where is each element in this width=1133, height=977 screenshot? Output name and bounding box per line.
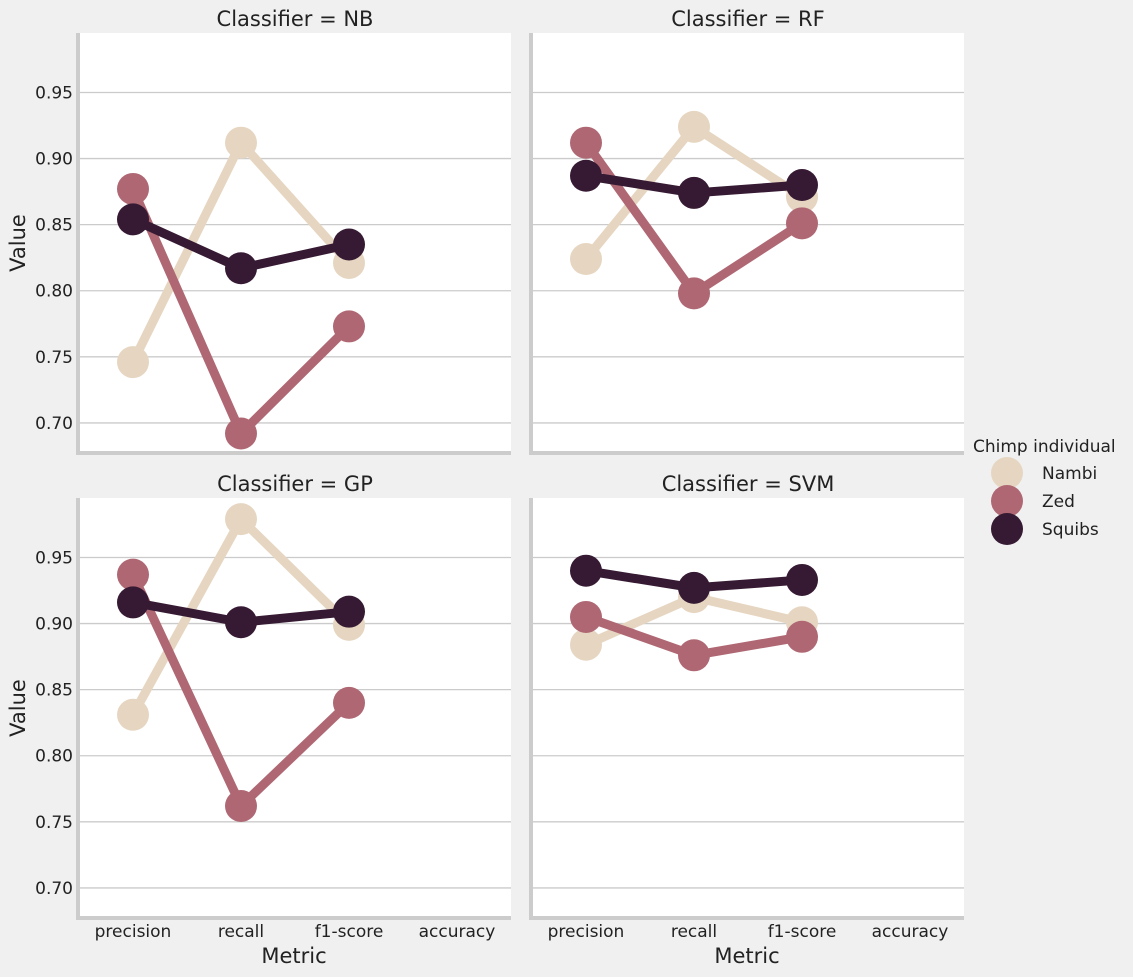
- facet-classifier-gp: 0.70 0.75 0.80 0.85 0.90 0.95 precision recall f…: [35, 472, 511, 942]
- point-nambi-precision: [570, 628, 602, 661]
- point-zed-f1-score: [333, 310, 365, 343]
- series-zed: [570, 126, 818, 310]
- point-squibs-precision: [117, 203, 149, 236]
- point-zed-precision: [570, 600, 602, 633]
- y-tick-label: 0.90: [35, 615, 73, 635]
- legend-marker-zed: [991, 485, 1023, 517]
- y-tick-label: 0.85: [35, 216, 73, 236]
- point-zed-f1-score: [333, 686, 365, 719]
- point-nambi-recall: [225, 126, 257, 159]
- point-zed-precision: [117, 558, 149, 591]
- point-nambi-precision: [117, 698, 149, 731]
- x-tick-label-recall: recall: [671, 922, 717, 942]
- series-zed: [570, 600, 818, 672]
- plot-area: [532, 498, 964, 917]
- x-axis-label-right: Metric: [714, 944, 779, 968]
- point-zed-recall: [225, 417, 257, 450]
- y-tick-label: 0.70: [35, 414, 73, 434]
- facet-title: Classifier = SVM: [662, 472, 835, 496]
- point-zed-precision: [117, 172, 149, 205]
- point-zed-recall: [678, 639, 710, 672]
- legend-marker-squibs: [991, 513, 1023, 545]
- point-nambi-recall: [678, 110, 710, 143]
- point-squibs-recall: [225, 252, 257, 285]
- facet-classifier-svm: precision recall f1-score accuracy Classifie…: [529, 472, 964, 942]
- y-axis-label-top: Value: [6, 214, 30, 272]
- facet-title: Classifier = NB: [217, 7, 374, 31]
- point-squibs-recall: [225, 606, 257, 639]
- x-tick-label-recall: recall: [218, 922, 264, 942]
- y-tick-label: 0.85: [35, 681, 73, 701]
- legend-marker-nambi: [991, 457, 1023, 489]
- point-zed-recall: [678, 277, 710, 310]
- series-zed: [117, 558, 365, 822]
- y-tick-label: 0.90: [35, 150, 73, 170]
- point-nambi-precision: [117, 346, 149, 379]
- legend-label-zed: Zed: [1042, 492, 1075, 512]
- y-tick-label: 0.95: [35, 548, 73, 568]
- point-zed-f1-score: [786, 207, 818, 240]
- series-squibs: [117, 203, 365, 285]
- x-tick-label-f1-score: f1-score: [315, 922, 384, 942]
- legend-title: Chimp individual: [973, 437, 1116, 457]
- y-tick-label: 0.95: [35, 83, 73, 103]
- x-tick-label-accuracy: accuracy: [419, 922, 496, 942]
- facet-title: Classifier = GP: [217, 472, 373, 496]
- legend-entry-squibs: Squibs: [991, 513, 1099, 545]
- series-squibs: [117, 586, 365, 639]
- facet-classifier-nb: 0.70 0.75 0.80 0.85 0.90 0.95 Classifier = NB: [35, 7, 511, 455]
- point-nambi-precision: [570, 243, 602, 276]
- legend-entry-nambi: Nambi: [991, 457, 1097, 489]
- point-squibs-precision: [570, 554, 602, 587]
- x-tick-label-precision: precision: [95, 922, 172, 942]
- legend-label-nambi: Nambi: [1042, 464, 1097, 484]
- legend-label-squibs: Squibs: [1042, 520, 1099, 540]
- point-nambi-recall: [225, 503, 257, 536]
- y-axis-label-bottom: Value: [6, 679, 30, 737]
- x-tick-label-f1-score: f1-score: [768, 922, 837, 942]
- y-tick-label: 0.80: [35, 747, 73, 767]
- y-tick-label: 0.75: [35, 813, 73, 833]
- point-squibs-precision: [570, 159, 602, 192]
- point-zed-recall: [225, 789, 257, 822]
- y-tick-label: 0.80: [35, 282, 73, 302]
- y-tick-label: 0.75: [35, 348, 73, 368]
- series-nambi: [117, 126, 365, 379]
- plot-area: [79, 33, 511, 452]
- point-zed-precision: [570, 126, 602, 159]
- point-squibs-recall: [678, 176, 710, 209]
- series-squibs: [570, 554, 818, 604]
- point-squibs-f1-score: [786, 169, 818, 202]
- facet-title: Classifier = RF: [671, 7, 824, 31]
- point-zed-f1-score: [786, 620, 818, 653]
- legend-entry-zed: Zed: [991, 485, 1075, 517]
- x-tick-label-precision: precision: [548, 922, 625, 942]
- point-squibs-precision: [117, 586, 149, 619]
- x-axis-label-left: Metric: [261, 944, 326, 968]
- point-squibs-recall: [678, 571, 710, 604]
- point-squibs-f1-score: [333, 595, 365, 628]
- y-tick-label: 0.70: [35, 879, 73, 899]
- series-squibs: [570, 159, 818, 209]
- facet-classifier-rf: Classifier = RF: [529, 7, 964, 455]
- legend: Chimp individual Nambi Zed Squibs: [973, 437, 1116, 545]
- series-zed: [117, 172, 365, 450]
- point-squibs-f1-score: [333, 228, 365, 261]
- point-squibs-f1-score: [786, 563, 818, 596]
- x-tick-label-accuracy: accuracy: [872, 922, 949, 942]
